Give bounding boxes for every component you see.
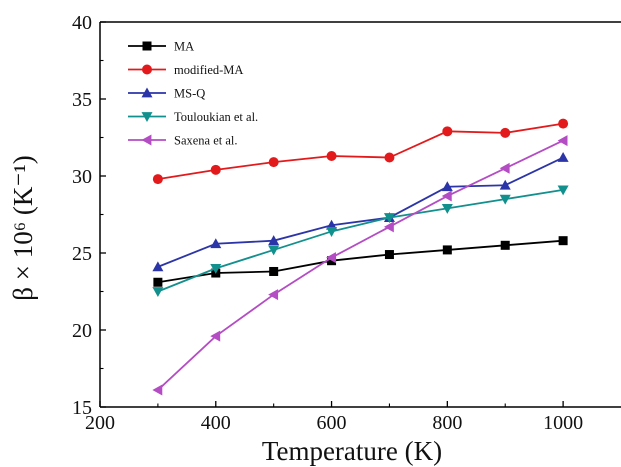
data-point [384,250,394,260]
y-axis-title: β × 10⁶ (K⁻¹) [8,155,38,300]
data-point [383,221,394,233]
legend-label: MS-Q [174,87,205,101]
legend-label: Saxena et al. [174,134,238,148]
data-point [326,227,338,237]
x-tick-label: 800 [432,412,462,434]
x-tick-label: 200 [85,412,115,434]
legend-entry: modified-MA [128,63,243,77]
series-line [157,188,564,293]
y-tick-label: 30 [72,166,92,188]
legend-label: Touloukian et al. [174,110,258,124]
x-tick-label: 400 [201,412,231,434]
legend-swatch-marker [142,64,152,75]
legend-label: MA [174,40,194,54]
series-line [157,156,564,268]
data-point [441,181,453,192]
data-point [499,179,511,190]
data-point [152,287,164,297]
series-1 [152,118,569,185]
legend-swatch-marker [141,112,153,122]
data-point [268,245,280,256]
data-point [152,174,163,185]
data-point [268,157,279,168]
legend-swatch-marker [141,134,152,146]
legend-entry: Saxena et al. [128,134,238,148]
data-point [153,277,163,287]
x-axis-title: Temperature (K) [262,436,442,466]
series-line [157,239,564,284]
ticks-group: 200 400 600 800 1000 15 20 25 30 35 40 [72,12,583,434]
data-point [558,118,569,129]
y-tick-label: 15 [72,397,92,419]
data-point [152,384,163,396]
series-4 [152,135,568,396]
data-point [557,185,569,196]
legend-entry: MA [128,40,194,54]
data-point [499,162,510,174]
legend-swatch-marker [142,41,152,51]
data-point [210,238,222,249]
data-point [500,240,510,250]
data-point [558,236,568,246]
data-point [557,135,568,147]
data-point [441,190,452,202]
data-point [326,252,336,264]
data-point [327,256,337,266]
y-tick-label: 40 [72,12,92,34]
data-point [210,264,222,274]
data-point [269,266,279,276]
data-point [499,194,511,205]
legend-group: MA modified-MA MS-Q Touloukian et al. Saxena… [128,40,258,148]
data-point [326,150,337,161]
series-line [157,139,564,391]
data-point [268,235,280,246]
series-2 [152,152,569,272]
legend-label: modified-MA [174,63,243,77]
y-tick-label: 20 [72,320,92,342]
data-point [500,127,511,138]
data-point [442,126,453,137]
series-line [157,122,564,180]
data-point [384,152,395,163]
legend-entry: MS-Q [128,87,205,101]
data-point [268,289,279,301]
data-point [383,213,395,224]
y-tick-label: 35 [72,89,92,111]
plot-frame-group [99,21,621,408]
x-tick-label: 600 [317,412,347,434]
legend-swatch-marker [141,87,153,98]
y-tick-label: 25 [72,243,92,265]
data-point [442,245,452,255]
data-point [152,261,164,272]
data-point [557,152,569,162]
series-3 [152,185,569,297]
series-group [152,118,569,396]
data-point [441,203,453,214]
legend-entry: Touloukian et al. [128,110,258,124]
data-point [210,164,221,175]
data-point [210,330,221,342]
x-tick-label: 1000 [543,412,583,434]
